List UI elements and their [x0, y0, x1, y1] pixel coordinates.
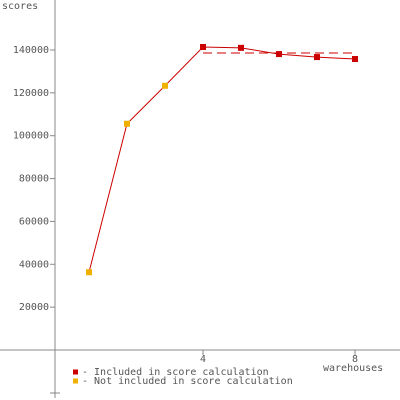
y-tick-label: 60000	[19, 216, 49, 227]
x-tick-label: 8	[352, 354, 358, 365]
legend-swatch	[73, 369, 78, 375]
y-tick-label: 20000	[19, 302, 49, 313]
y-tick-label: 120000	[13, 88, 49, 99]
point	[200, 44, 206, 50]
x-axis-label: warehouses	[323, 363, 383, 374]
y-tick-label: 140000	[13, 45, 49, 56]
point	[238, 44, 244, 51]
point	[276, 51, 282, 58]
y-tick-label: 80000	[19, 174, 49, 185]
legend-label: - Not included in score calculation	[82, 376, 293, 387]
point	[124, 120, 130, 127]
y-axis-label: scores	[2, 1, 38, 12]
x-tick-label: 4	[200, 354, 206, 365]
y-tick-label: 100000	[13, 131, 49, 142]
legend-label: - Included in score calculation	[82, 367, 269, 378]
point	[314, 54, 320, 61]
point	[86, 269, 92, 276]
point	[162, 82, 168, 89]
point	[352, 56, 358, 62]
y-tick-label: 40000	[19, 259, 49, 270]
legend-swatch	[73, 378, 78, 384]
score-line	[88, 46, 356, 273]
